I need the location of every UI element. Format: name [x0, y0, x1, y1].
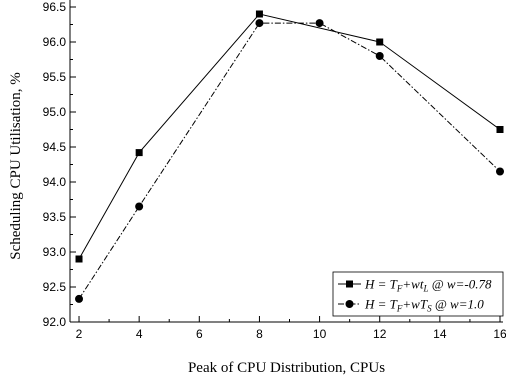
- legend-label: H = TF+wtL @ w=-0.78: [364, 277, 492, 294]
- legend-label-subscript: F: [396, 284, 403, 294]
- x-axis-title: Peak of CPU Distribution, CPUs: [188, 360, 385, 376]
- series-1-point: [496, 126, 504, 133]
- series-2-point: [495, 167, 504, 176]
- legend-label-part: H = T: [364, 297, 398, 312]
- y-axis-title: Scheduling CPU Utilisation, %: [8, 72, 24, 260]
- series-2-point: [255, 19, 264, 28]
- legend-box: [332, 271, 504, 317]
- x-tick-label: 8: [256, 327, 263, 341]
- legend-swatch-marker: [346, 280, 353, 288]
- y-tick-label: 92.0: [43, 315, 67, 329]
- x-tick-label: 12: [373, 327, 387, 341]
- x-tick-label: 10: [313, 327, 327, 341]
- legend: H = TF+wtL @ w=-0.78H = TF+wTS @ w=1.0: [332, 271, 504, 317]
- y-tick-label: 96.0: [43, 35, 67, 49]
- series-2-point: [75, 294, 84, 303]
- series-1-point: [376, 38, 384, 46]
- legend-label-part: H = T: [364, 277, 398, 292]
- y-tick-label: 95.0: [43, 105, 67, 119]
- legend-label-part: +wT: [402, 297, 427, 312]
- y-tick-label: 94.0: [43, 175, 67, 189]
- x-tick-label: 14: [433, 327, 447, 341]
- series-layer: [75, 10, 504, 303]
- series-1-point: [135, 149, 143, 157]
- y-tick-label: 95.5: [43, 70, 67, 84]
- y-tick-label: 94.5: [43, 140, 67, 154]
- series-2-point: [135, 202, 144, 211]
- series-2-point: [375, 52, 384, 60]
- y-tick-label: 93.5: [43, 210, 67, 224]
- y-tick-label: 92.5: [43, 280, 67, 294]
- x-tick-label: 6: [196, 327, 203, 341]
- legend-label-part: @ w=-0.78: [428, 277, 491, 292]
- x-tick-label: 16: [493, 327, 506, 341]
- series-2-point: [315, 19, 324, 28]
- axes: 2 4 6 8 10 12 14 16 92.0 92.5 93.0 93.5 94.0 94.5 95.0…: [43, 0, 506, 341]
- legend-label: H = TF+wTS @ w=1.0: [364, 297, 484, 314]
- legend-label-subscript: L: [422, 284, 428, 294]
- x-tick-label: 2: [76, 327, 83, 341]
- series-1-line: [78, 13, 501, 260]
- y-tick-label: 96.5: [43, 0, 67, 14]
- y-tick-label: 93.0: [43, 245, 67, 259]
- legend-label-subscript: S: [427, 304, 432, 314]
- x-tick-label: 4: [136, 327, 143, 341]
- series-2-line: [78, 22, 501, 300]
- series-1-point: [255, 10, 263, 18]
- legend-label-part: @ w=1.0: [432, 297, 485, 312]
- legend-label-subscript: F: [396, 304, 403, 314]
- legend-swatch-marker: [345, 300, 354, 308]
- legend-label-part: +wt: [402, 277, 423, 292]
- series-1-point: [75, 255, 83, 263]
